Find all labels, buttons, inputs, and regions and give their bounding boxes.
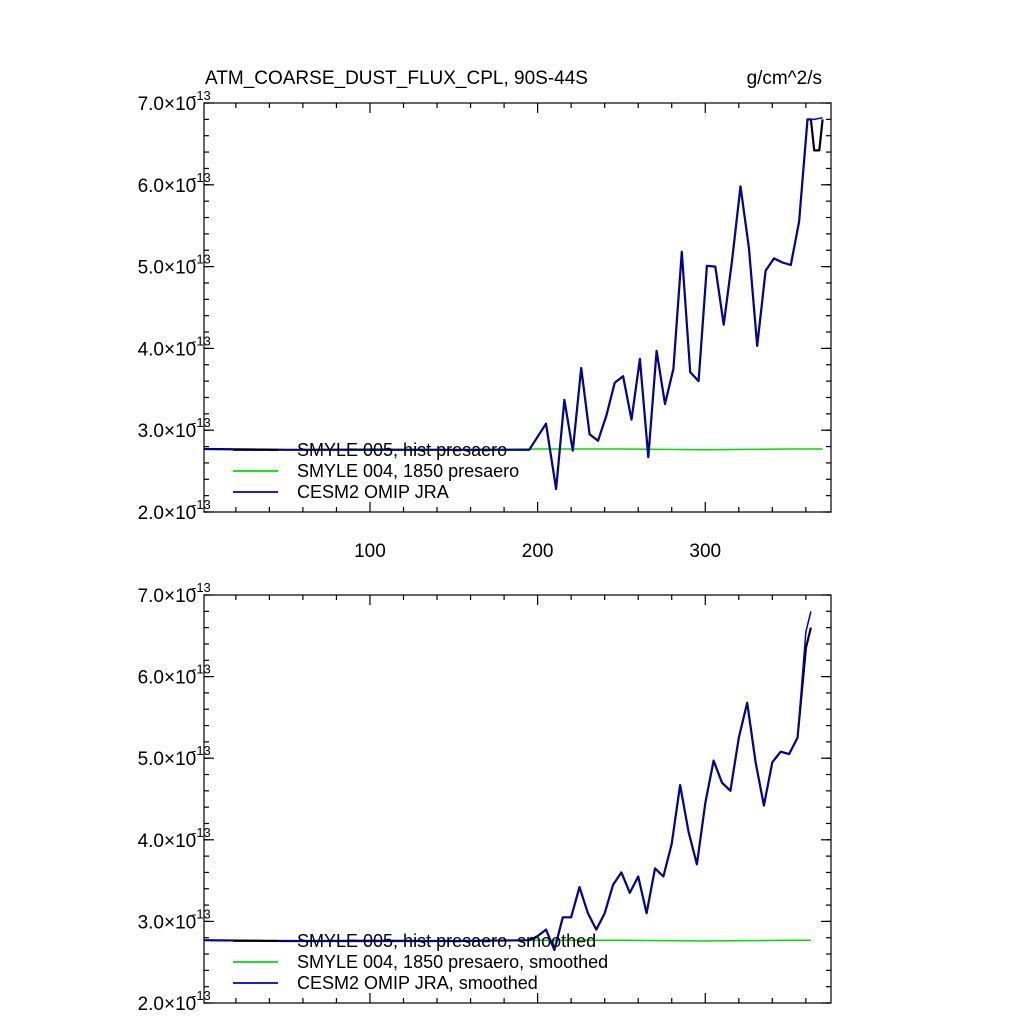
y-tick-label: 6.0 — [138, 668, 164, 689]
y-tick-label: 4.0 — [138, 831, 164, 852]
y-tick-exponent: -13 — [192, 497, 211, 512]
plot-frame — [203, 102, 832, 513]
y-tick-multiplier: ×10 — [164, 994, 196, 1015]
x-tick-label: 200 — [522, 541, 554, 562]
legend-label: SMYLE 004, 1850 presaero — [297, 461, 519, 481]
y-tick-exponent: -13 — [192, 662, 211, 677]
y-tick-label: 4.0 — [138, 339, 164, 360]
y-tick-label: 5.0 — [138, 749, 164, 770]
legend-label: CESM2 OMIP JRA, smoothed — [297, 973, 538, 993]
units-label: g/cm^2/s — [747, 68, 822, 89]
y-tick-exponent: -13 — [192, 415, 211, 430]
y-tick-multiplier: ×10 — [164, 421, 196, 442]
top-panel: ATM_COARSE_DUST_FLUX_CPL, 90S-44S g/cm^2… — [138, 68, 832, 562]
y-tick-exponent: -13 — [192, 906, 211, 921]
y-tick-label: 5.0 — [138, 258, 164, 279]
y-tick-exponent: -13 — [192, 988, 211, 1003]
legend-label: SMYLE 005, hist presaero — [297, 440, 507, 460]
y-tick-exponent: -13 — [192, 252, 211, 267]
y-tick-label: 7.0 — [138, 94, 164, 115]
y-tick-multiplier: ×10 — [164, 258, 196, 279]
legend-label: SMYLE 004, 1850 presaero, smoothed — [297, 952, 608, 972]
x-tick-label: 300 — [689, 541, 721, 562]
y-tick-exponent: -13 — [192, 333, 211, 348]
y-tick-label: 3.0 — [138, 421, 164, 442]
y-tick-label: 3.0 — [138, 912, 164, 933]
y-tick-exponent: -13 — [192, 170, 211, 185]
legend-label: CESM2 OMIP JRA — [297, 482, 449, 502]
series-line — [203, 611, 812, 951]
series-line — [203, 118, 824, 491]
y-tick-exponent: -13 — [192, 88, 211, 103]
chart-title: ATM_COARSE_DUST_FLUX_CPL, 90S-44S — [205, 68, 588, 89]
y-tick-label: 7.0 — [138, 586, 164, 607]
y-tick-multiplier: ×10 — [164, 339, 196, 360]
plot-frame — [203, 594, 832, 1004]
bottom-panel: 2.0 ×10-133.0 ×10-134.0 ×10-135.0 ×10-136.0 ×… — [138, 580, 832, 1015]
y-tick-multiplier: ×10 — [164, 668, 196, 689]
y-tick-multiplier: ×10 — [164, 749, 196, 770]
y-tick-exponent: -13 — [192, 743, 211, 758]
y-tick-multiplier: ×10 — [164, 94, 196, 115]
legend-label: SMYLE 005, hist presaero, smoothed — [297, 931, 596, 951]
x-tick-label: 100 — [354, 541, 386, 562]
y-tick-label: 2.0 — [138, 994, 164, 1015]
series-line — [203, 116, 823, 490]
y-tick-label: 6.0 — [138, 176, 164, 197]
y-tick-exponent: -13 — [192, 825, 211, 840]
y-tick-multiplier: ×10 — [164, 831, 196, 852]
y-tick-exponent: -13 — [192, 580, 211, 595]
y-tick-label: 2.0 — [138, 503, 164, 524]
y-tick-multiplier: ×10 — [164, 912, 196, 933]
y-tick-multiplier: ×10 — [164, 586, 196, 607]
y-tick-multiplier: ×10 — [164, 503, 196, 524]
series-line — [203, 627, 812, 952]
y-tick-multiplier: ×10 — [164, 176, 196, 197]
